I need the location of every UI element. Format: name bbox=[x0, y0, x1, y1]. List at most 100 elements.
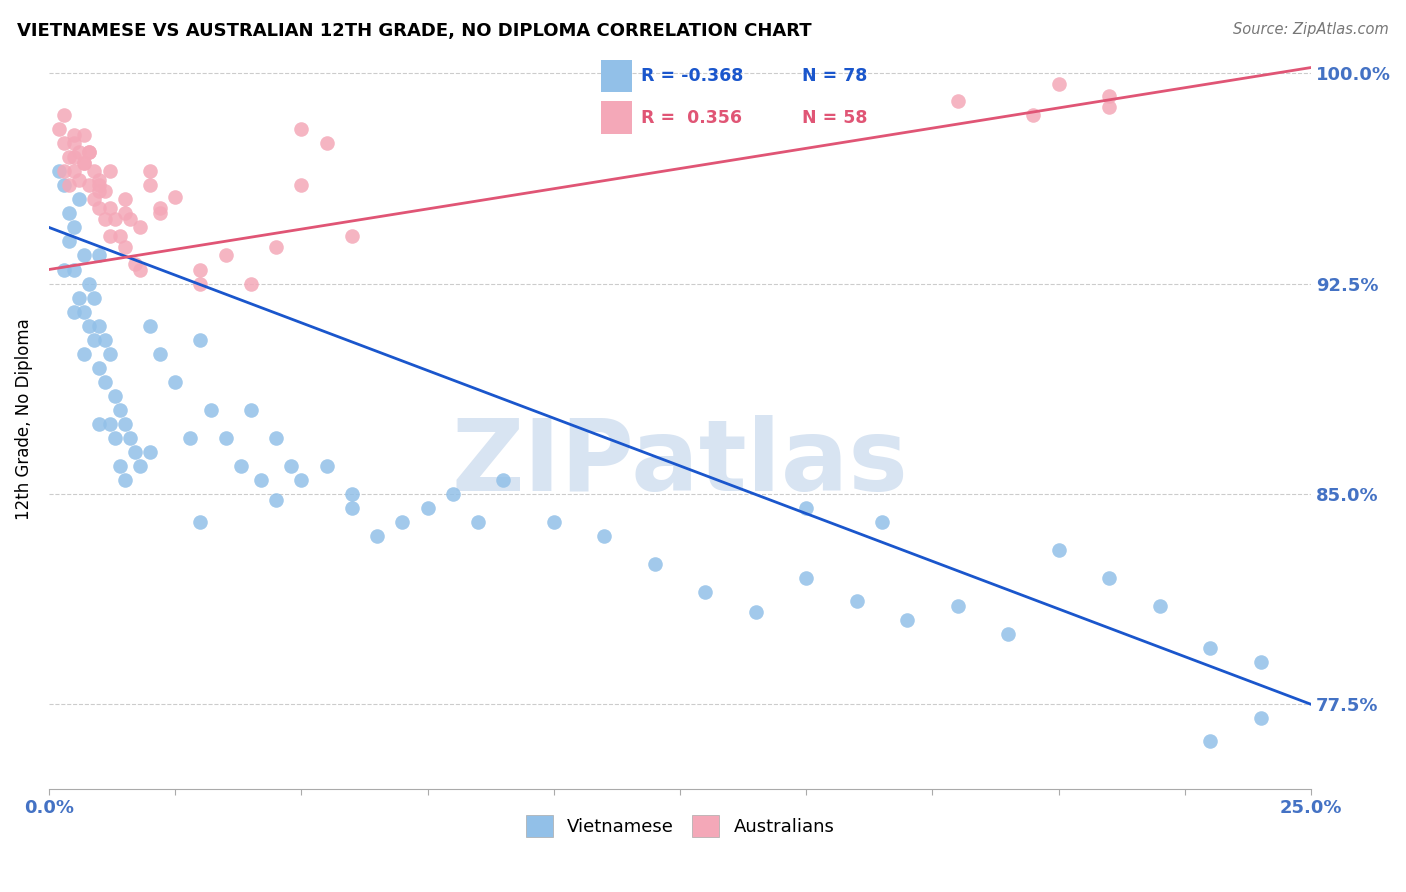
Point bbox=[53, 164, 76, 178]
Point bbox=[67, 145, 90, 159]
Point bbox=[1199, 641, 1222, 656]
Point bbox=[83, 333, 105, 347]
Point bbox=[1250, 655, 1272, 669]
Point bbox=[89, 360, 111, 375]
Y-axis label: 12th Grade, No Diploma: 12th Grade, No Diploma bbox=[15, 318, 32, 520]
Point bbox=[290, 122, 312, 136]
Point bbox=[190, 333, 212, 347]
Point bbox=[1098, 100, 1121, 114]
Text: Source: ZipAtlas.com: Source: ZipAtlas.com bbox=[1233, 22, 1389, 37]
Point bbox=[1047, 543, 1070, 558]
Point bbox=[114, 473, 136, 487]
Point bbox=[63, 164, 86, 178]
Point bbox=[165, 375, 187, 389]
Point bbox=[340, 228, 363, 243]
Point bbox=[89, 417, 111, 431]
Point bbox=[280, 458, 302, 473]
Point bbox=[108, 228, 131, 243]
Point bbox=[441, 487, 464, 501]
Point bbox=[794, 571, 817, 585]
Point bbox=[896, 613, 918, 627]
Point bbox=[1047, 78, 1070, 92]
Point bbox=[139, 164, 162, 178]
Point bbox=[139, 318, 162, 333]
Point bbox=[63, 262, 86, 277]
Point bbox=[845, 593, 868, 607]
Point bbox=[391, 515, 413, 529]
Point bbox=[149, 346, 172, 360]
Point bbox=[467, 515, 489, 529]
Point bbox=[1098, 571, 1121, 585]
Point bbox=[53, 108, 76, 122]
Point bbox=[83, 291, 105, 305]
Point bbox=[128, 220, 150, 235]
Point bbox=[124, 445, 146, 459]
Point bbox=[108, 402, 131, 417]
Point bbox=[73, 156, 96, 170]
Point bbox=[89, 201, 111, 215]
Point bbox=[794, 500, 817, 515]
Text: ZIPatlas: ZIPatlas bbox=[451, 416, 908, 512]
Point bbox=[114, 240, 136, 254]
Legend: Vietnamese, Australians: Vietnamese, Australians bbox=[516, 805, 844, 846]
Point bbox=[124, 257, 146, 271]
Point bbox=[340, 500, 363, 515]
Point bbox=[63, 304, 86, 318]
Point bbox=[179, 431, 201, 445]
Point bbox=[118, 212, 141, 227]
Point bbox=[79, 145, 101, 159]
Point bbox=[104, 212, 127, 227]
Point bbox=[128, 458, 150, 473]
Point bbox=[315, 136, 337, 151]
Point bbox=[190, 262, 212, 277]
Point bbox=[108, 458, 131, 473]
Point bbox=[53, 136, 76, 151]
Point bbox=[190, 277, 212, 291]
Point bbox=[1022, 108, 1045, 122]
Point bbox=[79, 145, 101, 159]
Point bbox=[946, 94, 969, 108]
Point bbox=[239, 277, 262, 291]
Point bbox=[870, 515, 893, 529]
Point bbox=[98, 346, 121, 360]
Point bbox=[89, 248, 111, 262]
Point bbox=[118, 431, 141, 445]
Point bbox=[946, 599, 969, 614]
Point bbox=[48, 164, 70, 178]
Point bbox=[695, 585, 717, 599]
Point bbox=[264, 431, 287, 445]
Point bbox=[48, 122, 70, 136]
Point bbox=[264, 492, 287, 507]
Point bbox=[215, 248, 238, 262]
Point bbox=[290, 178, 312, 193]
Point bbox=[67, 193, 90, 207]
Point bbox=[250, 473, 273, 487]
Point bbox=[114, 193, 136, 207]
Point bbox=[63, 220, 86, 235]
Point bbox=[89, 178, 111, 193]
Point bbox=[89, 172, 111, 186]
Point bbox=[200, 402, 222, 417]
Point bbox=[53, 262, 76, 277]
Point bbox=[644, 557, 666, 571]
Point bbox=[73, 128, 96, 142]
Point bbox=[997, 627, 1019, 641]
Point bbox=[79, 318, 101, 333]
Point bbox=[63, 136, 86, 151]
Point bbox=[89, 318, 111, 333]
Point bbox=[104, 389, 127, 403]
Point bbox=[340, 487, 363, 501]
Point bbox=[1149, 599, 1171, 614]
Point bbox=[315, 458, 337, 473]
Point bbox=[67, 291, 90, 305]
Point bbox=[93, 184, 115, 198]
Point bbox=[1199, 734, 1222, 748]
Point bbox=[73, 346, 96, 360]
Point bbox=[98, 417, 121, 431]
Point bbox=[98, 164, 121, 178]
Point bbox=[139, 445, 162, 459]
Point bbox=[63, 128, 86, 142]
Point bbox=[114, 206, 136, 220]
Point bbox=[128, 262, 150, 277]
Point bbox=[58, 235, 80, 249]
